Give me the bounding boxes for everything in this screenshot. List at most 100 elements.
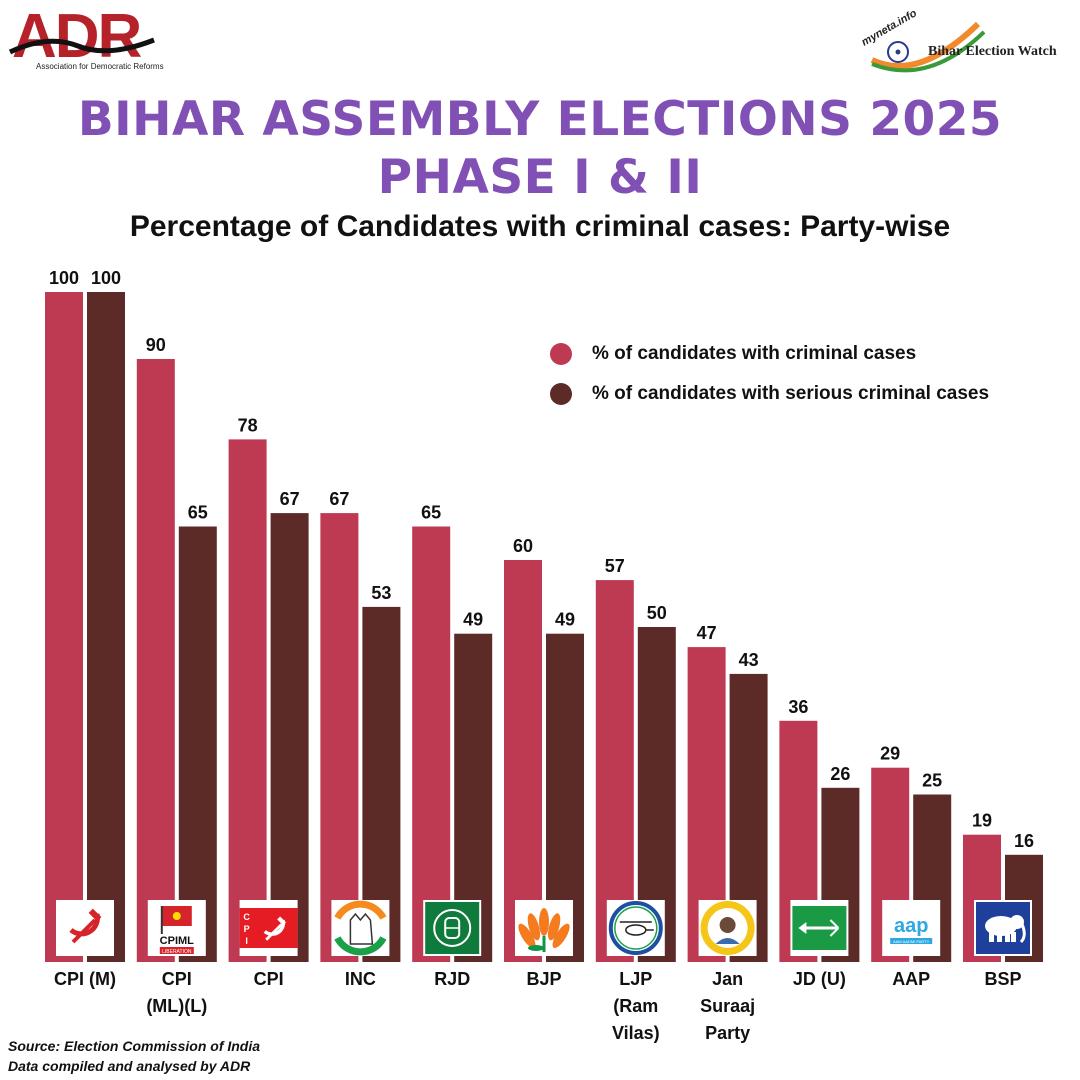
party-group: 60 49 BJP — [504, 536, 584, 989]
category-label: RJD — [434, 969, 470, 989]
aap-broom-icon: aap AAM AADMI PARTY — [890, 915, 933, 944]
bar-criminal — [136, 359, 175, 962]
source-line-2: Data compiled and analysed by ADR — [8, 1058, 251, 1074]
data-label: 100 — [49, 268, 79, 288]
page-title-line-1: BIHAR ASSEMBLY ELECTIONS 2025 — [77, 92, 1003, 147]
data-label: 19 — [972, 811, 992, 831]
data-label: 47 — [697, 623, 717, 643]
bar-criminal — [320, 513, 359, 962]
data-label: 36 — [788, 697, 808, 717]
data-label: 50 — [647, 603, 667, 623]
party-group: 19 16 BSP — [963, 811, 1043, 989]
adr-logo: ADR Association for Democratic Reforms — [8, 2, 164, 72]
category-label-line: Suraaj — [700, 996, 755, 1016]
data-label: 49 — [555, 610, 575, 630]
bsp-elephant-icon — [976, 902, 1030, 954]
party-group: 36 26 JD (U) — [779, 697, 860, 989]
adr-swoosh-icon — [8, 37, 155, 55]
data-label: 60 — [513, 536, 533, 556]
data-label: 43 — [739, 650, 759, 670]
bar-serious — [178, 526, 217, 962]
page-title-line-2: PHASE I & II — [377, 150, 703, 205]
legend-label-serious: % of candidates with serious criminal ca… — [592, 383, 990, 404]
category-label: INC — [345, 969, 376, 989]
bar-criminal — [412, 526, 451, 962]
data-label: 49 — [463, 610, 483, 630]
party-group: 67 53 INC — [320, 489, 401, 989]
category-label-line: Vilas) — [612, 1023, 660, 1043]
bar-serious — [270, 513, 309, 962]
data-label: 65 — [188, 503, 208, 523]
party-group: 100 100 CPI (M) — [45, 268, 125, 989]
svg-text:I: I — [245, 936, 248, 946]
category-label-line: (Ram — [613, 996, 658, 1016]
category-label: AAP — [892, 969, 930, 989]
svg-text:C: C — [243, 912, 250, 922]
bar-serious — [87, 292, 125, 962]
bar-criminal — [504, 560, 542, 962]
svg-text:LIBERATION: LIBERATION — [162, 949, 192, 955]
adr-logo-tagline: Association for Democratic Reforms — [36, 62, 164, 71]
bihar-election-watch-logo: myneta.info Bihar Election Watch — [858, 6, 1074, 74]
party-group: 65 49 RJD — [412, 503, 493, 989]
data-label: 67 — [329, 489, 349, 509]
legend-swatch-serious — [550, 383, 572, 405]
adr-logo-text: ADR — [12, 2, 142, 71]
data-label: 78 — [238, 415, 258, 435]
bar-criminal — [45, 292, 83, 962]
category-label-line: JD (U) — [793, 969, 846, 989]
data-label: 16 — [1014, 831, 1034, 851]
data-label: 90 — [146, 335, 166, 355]
category-label: BJP — [526, 969, 561, 989]
data-label: 26 — [830, 764, 850, 784]
party-group: 57 50 LJP (Ram Vilas) — [595, 556, 676, 1043]
cpi-flag-icon: CPI — [239, 908, 298, 948]
cpiml-flag-icon: CPIML LIBERATION — [160, 906, 195, 955]
data-label: 29 — [880, 744, 900, 764]
category-label-line: BSP — [984, 969, 1021, 989]
chart-legend: % of candidates with criminal cases % of… — [550, 334, 989, 414]
category-label-line: (ML)(L) — [146, 996, 207, 1016]
data-label: 67 — [280, 489, 300, 509]
category-label-line: Party — [705, 1023, 750, 1043]
party-group: 29 25 aap AAM AADMI PARTY AAP — [871, 744, 952, 989]
jdu-arrow-icon — [792, 906, 847, 950]
svg-text:AAM AADMI PARTY: AAM AADMI PARTY — [893, 939, 930, 944]
party-group: 90 65 CPIML LIBERATION CPI (ML)(L) — [136, 335, 217, 1016]
category-label: CPI — [254, 969, 284, 989]
legend-swatch-criminal — [550, 343, 572, 365]
myneta-logo-icon: myneta.info — [860, 7, 986, 73]
category-label: LJP (Ram Vilas) — [612, 969, 660, 1043]
category-label: CPI (M) — [54, 969, 116, 989]
bjp-lotus-icon — [518, 908, 570, 952]
legend-label-criminal: % of candidates with criminal cases — [592, 343, 917, 364]
svg-text:aap: aap — [894, 915, 928, 937]
legend-item-serious: % of candidates with serious criminal ca… — [550, 374, 989, 414]
data-label: 25 — [922, 771, 942, 791]
data-label: 65 — [421, 503, 441, 523]
bar-criminal — [595, 580, 634, 962]
category-label: JD (U) — [793, 969, 846, 989]
party-group: 78 67 CPI CPI — [228, 415, 309, 989]
legend-item-criminal: % of candidates with criminal cases — [550, 334, 989, 374]
category-label-line: LJP — [619, 969, 652, 989]
category-label-line: BJP — [526, 969, 561, 989]
chart-subtitle: Percentage of Candidates with criminal c… — [129, 210, 951, 243]
source-note: Source: Election Commission of India Dat… — [8, 1036, 260, 1076]
category-label-line: Jan — [712, 969, 743, 989]
svg-text:CPIML: CPIML — [160, 935, 195, 947]
bar-criminal — [228, 439, 267, 962]
category-label-line: CPI (M) — [54, 969, 116, 989]
data-label: 53 — [371, 583, 391, 603]
hammer-sickle-icon — [69, 908, 102, 944]
rjd-lantern-icon — [425, 902, 480, 954]
data-label: 57 — [605, 556, 625, 576]
category-label: BSP — [984, 969, 1021, 989]
source-line-1: Source: Election Commission of India — [8, 1038, 261, 1054]
category-label: CPI (ML)(L) — [146, 969, 207, 1016]
category-label-line: INC — [345, 969, 376, 989]
congress-hand-icon — [334, 900, 387, 956]
category-label-line: AAP — [892, 969, 930, 989]
jan-suraaj-icon — [700, 901, 755, 955]
